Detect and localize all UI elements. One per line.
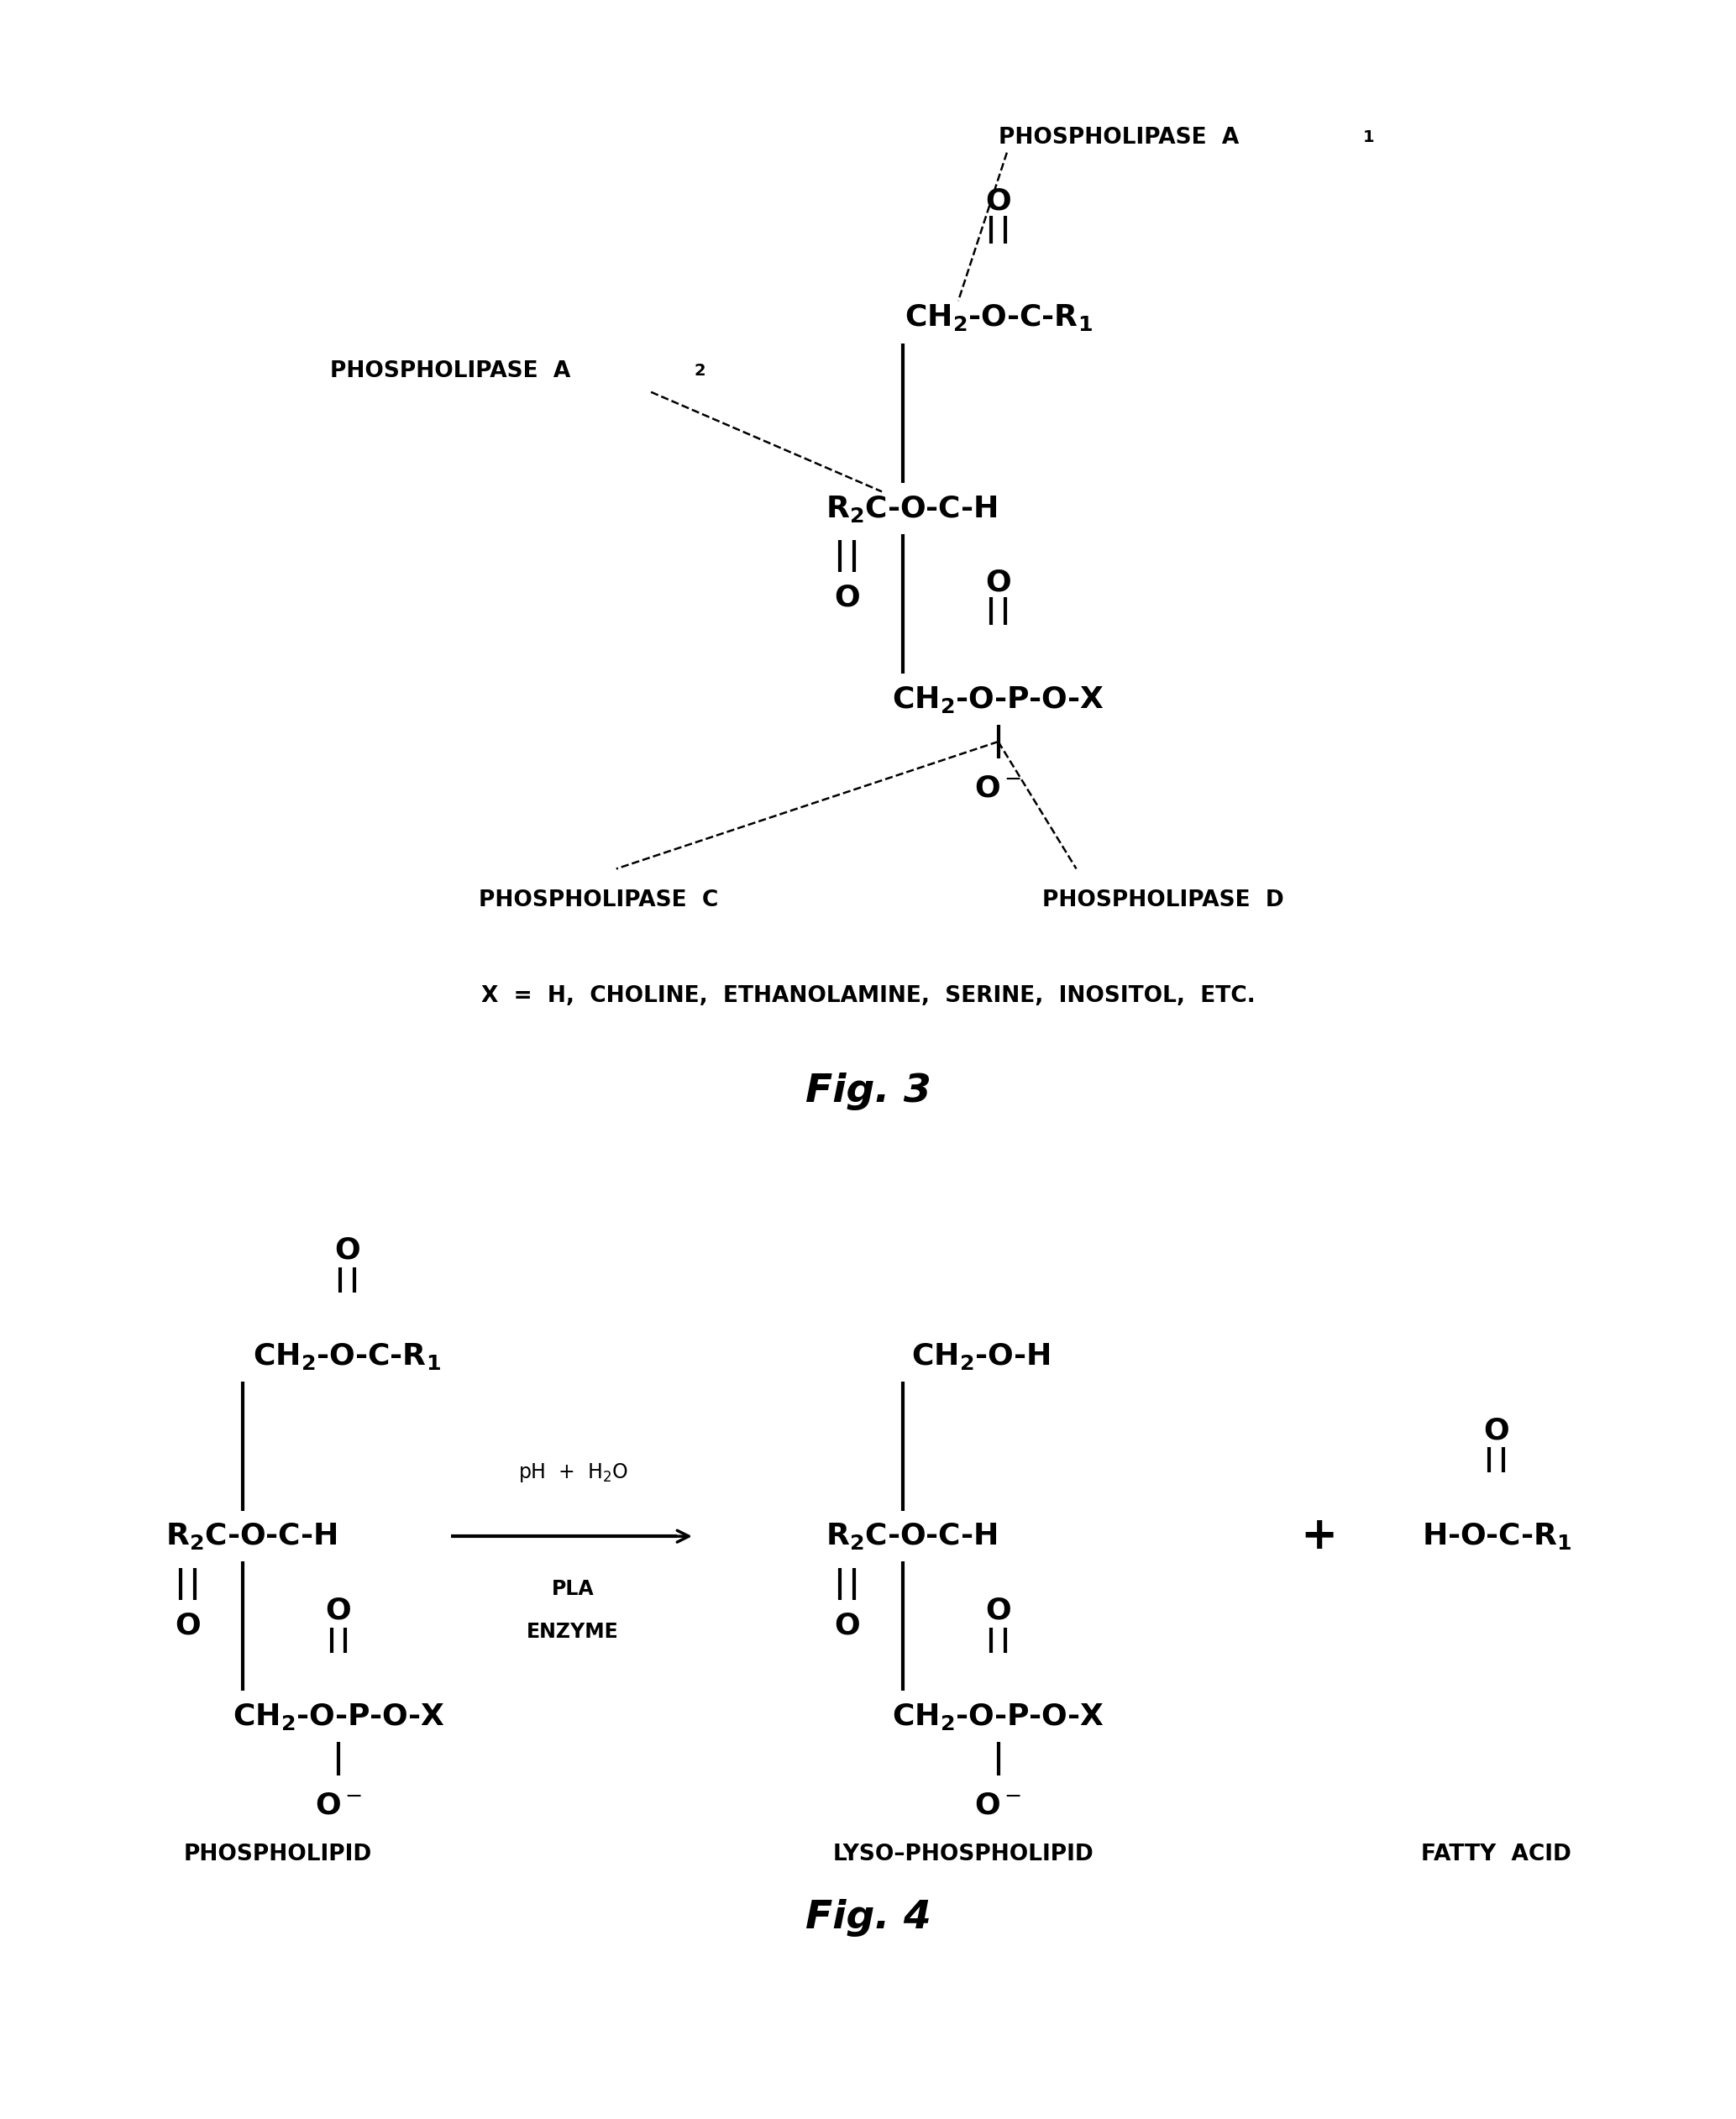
Text: $\mathbf{CH_2}$-O-P-O-X: $\mathbf{CH_2}$-O-P-O-X [233, 1702, 444, 1731]
Text: FATTY  ACID: FATTY ACID [1422, 1844, 1571, 1865]
Text: O: O [835, 1610, 859, 1640]
Text: PHOSPHOLIPASE  A: PHOSPHOLIPASE A [998, 127, 1238, 148]
Text: PHOSPHOLIPID: PHOSPHOLIPID [184, 1844, 372, 1865]
Text: O$^-$: O$^-$ [974, 1791, 1023, 1820]
Text: O: O [986, 186, 1010, 216]
Text: $\mathbf{CH_2}$-O-C-R$\mathbf{_1}$: $\mathbf{CH_2}$-O-C-R$\mathbf{_1}$ [904, 303, 1092, 333]
Text: O: O [326, 1596, 351, 1625]
Text: 1: 1 [1363, 129, 1375, 146]
Text: ENZYME: ENZYME [526, 1621, 620, 1642]
Text: O: O [986, 568, 1010, 598]
Text: O: O [835, 583, 859, 612]
Text: 2: 2 [694, 362, 707, 379]
Text: PLA: PLA [552, 1579, 594, 1600]
Text: $\mathbf{R_2}$C-O-C-H: $\mathbf{R_2}$C-O-C-H [826, 1521, 996, 1551]
Text: LYSO–PHOSPHOLIPID: LYSO–PHOSPHOLIPID [833, 1844, 1094, 1865]
Text: $\mathbf{R_2}$C-O-C-H: $\mathbf{R_2}$C-O-C-H [167, 1521, 337, 1551]
Text: O: O [335, 1235, 359, 1265]
Text: Fig. 4: Fig. 4 [806, 1899, 930, 1937]
Text: H-O-C-R$\mathbf{_1}$: H-O-C-R$\mathbf{_1}$ [1422, 1521, 1571, 1551]
Text: PHOSPHOLIPASE  A: PHOSPHOLIPASE A [330, 360, 569, 381]
Text: $\mathbf{CH_2}$-O-P-O-X: $\mathbf{CH_2}$-O-P-O-X [892, 684, 1104, 714]
Text: PHOSPHOLIPASE  D: PHOSPHOLIPASE D [1042, 890, 1285, 911]
Text: $\mathbf{CH_2}$-O-P-O-X: $\mathbf{CH_2}$-O-P-O-X [892, 1702, 1104, 1731]
Text: O: O [986, 1596, 1010, 1625]
Text: Fig. 3: Fig. 3 [806, 1072, 930, 1110]
Text: O$^-$: O$^-$ [974, 773, 1023, 803]
Text: PHOSPHOLIPASE  C: PHOSPHOLIPASE C [479, 890, 719, 911]
Text: $\mathbf{CH_2}$-O-C-R$\mathbf{_1}$: $\mathbf{CH_2}$-O-C-R$\mathbf{_1}$ [253, 1341, 441, 1371]
Text: pH  +  H$_2$O: pH + H$_2$O [517, 1462, 628, 1483]
Text: O: O [175, 1610, 200, 1640]
Text: O: O [1484, 1415, 1509, 1445]
Text: O$^-$: O$^-$ [314, 1791, 363, 1820]
Text: $\mathbf{R_2}$C-O-C-H: $\mathbf{R_2}$C-O-C-H [826, 494, 996, 523]
Text: $\mathbf{CH_2}$-O-H: $\mathbf{CH_2}$-O-H [911, 1341, 1050, 1371]
Text: +: + [1300, 1515, 1338, 1557]
Text: X  =  H,  CHOLINE,  ETHANOLAMINE,  SERINE,  INOSITOL,  ETC.: X = H, CHOLINE, ETHANOLAMINE, SERINE, IN… [481, 985, 1255, 1007]
